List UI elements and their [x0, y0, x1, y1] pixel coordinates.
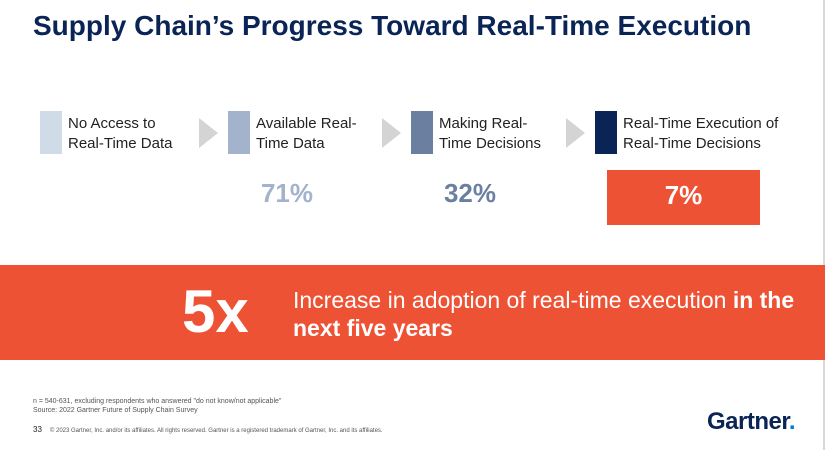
page-number: 33: [33, 425, 42, 434]
banner-text-regular: Increase in adoption of real-time execut…: [293, 287, 733, 313]
gartner-logo: Gartner.: [707, 408, 796, 435]
sample-note: n = 540-631, excluding respondents who a…: [33, 398, 282, 405]
step-swatch: [411, 111, 433, 154]
execution-percent: 7%: [607, 170, 760, 225]
banner-text: Increase in adoption of real-time execut…: [293, 286, 825, 342]
step-swatch: [228, 111, 250, 154]
chevron-right-icon: [566, 118, 585, 148]
step-label: Real-Time Execution of Real-Time Decisio…: [623, 115, 779, 152]
slide-border: [823, 0, 825, 450]
banner-multiplier: 5x: [182, 278, 249, 345]
chevron-right-icon: [199, 118, 218, 148]
footer: 33 © 2023 Gartner, Inc. and/or its affili…: [33, 425, 383, 434]
slide-title: Supply Chain’s Progress Toward Real-Time…: [33, 10, 752, 41]
footnote: n = 540-631, excluding respondents who a…: [33, 397, 281, 415]
step-label: No Access to Real-Time Data: [68, 115, 173, 152]
source-note: Source: 2022 Gartner Future of Supply Ch…: [33, 407, 198, 414]
decisions-percent: 32%: [443, 178, 497, 208]
step-label: Making Real-Time Decisions: [439, 115, 541, 152]
highlight-banner: 5x Increase in adoption of real-time exe…: [0, 265, 825, 360]
copyright: © 2023 Gartner, Inc. and/or its affiliat…: [49, 428, 383, 434]
step-swatch: [40, 111, 62, 154]
available-percent: 71%: [260, 178, 314, 208]
chevron-right-icon: [382, 118, 401, 148]
step-label: Available Real-Time Data: [256, 115, 357, 152]
step-swatch: [595, 111, 617, 154]
banner-text-bold: in the next five years: [293, 287, 795, 341]
